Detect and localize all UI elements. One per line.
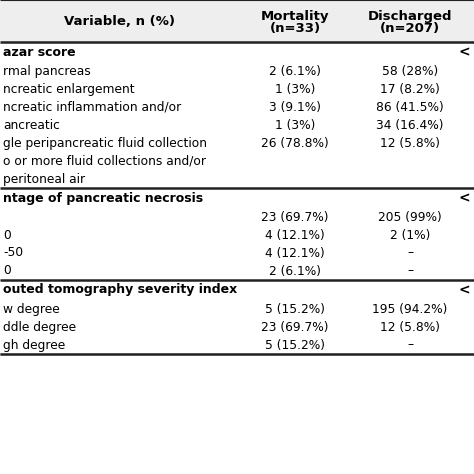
Text: rmal pancreas: rmal pancreas <box>3 64 91 78</box>
Text: ancreatic: ancreatic <box>3 118 60 131</box>
Text: <: < <box>458 45 470 59</box>
Text: Variable, n (%): Variable, n (%) <box>64 15 175 27</box>
Text: 205 (99%): 205 (99%) <box>378 210 442 224</box>
Text: 3 (9.1%): 3 (9.1%) <box>269 100 321 113</box>
Text: o or more fluid collections and/or: o or more fluid collections and/or <box>3 155 206 167</box>
Text: ncreatic inflammation and/or: ncreatic inflammation and/or <box>3 100 181 113</box>
Text: 2 (6.1%): 2 (6.1%) <box>269 264 321 277</box>
Text: 0: 0 <box>3 228 11 241</box>
Text: azar score: azar score <box>3 46 76 58</box>
Text: 23 (69.7%): 23 (69.7%) <box>261 210 329 224</box>
Text: 12 (5.8%): 12 (5.8%) <box>380 137 440 149</box>
Text: 1 (3%): 1 (3%) <box>275 118 315 131</box>
Text: 1 (3%): 1 (3%) <box>275 82 315 95</box>
Text: 4 (12.1%): 4 (12.1%) <box>265 228 325 241</box>
Text: <: < <box>458 191 470 205</box>
Text: 12 (5.8%): 12 (5.8%) <box>380 320 440 334</box>
Text: 2 (6.1%): 2 (6.1%) <box>269 64 321 78</box>
Text: (n=207): (n=207) <box>380 21 440 35</box>
Text: 17 (8.2%): 17 (8.2%) <box>380 82 440 95</box>
Text: gle peripancreatic fluid collection: gle peripancreatic fluid collection <box>3 137 207 149</box>
Text: 5 (15.2%): 5 (15.2%) <box>265 302 325 316</box>
Text: 2 (1%): 2 (1%) <box>390 228 430 241</box>
Text: w degree: w degree <box>3 302 60 316</box>
Text: gh degree: gh degree <box>3 338 65 352</box>
Text: Mortality: Mortality <box>261 9 329 22</box>
Text: outed tomography severity index: outed tomography severity index <box>3 283 237 297</box>
Text: 0: 0 <box>3 264 11 277</box>
Text: –: – <box>407 338 413 352</box>
Text: (n=33): (n=33) <box>269 21 320 35</box>
Text: 4 (12.1%): 4 (12.1%) <box>265 246 325 259</box>
Text: –: – <box>407 264 413 277</box>
Text: 195 (94.2%): 195 (94.2%) <box>372 302 447 316</box>
Text: ncreatic enlargement: ncreatic enlargement <box>3 82 135 95</box>
Text: <: < <box>458 283 470 297</box>
Text: 86 (41.5%): 86 (41.5%) <box>376 100 444 113</box>
Bar <box>0 0 474 42</box>
Text: ddle degree: ddle degree <box>3 320 76 334</box>
Text: 58 (28%): 58 (28%) <box>382 64 438 78</box>
Text: 34 (16.4%): 34 (16.4%) <box>376 118 444 131</box>
Text: Discharged: Discharged <box>368 9 452 22</box>
Text: peritoneal air: peritoneal air <box>3 173 85 185</box>
Text: 5 (15.2%): 5 (15.2%) <box>265 338 325 352</box>
Text: -50: -50 <box>3 246 23 259</box>
Text: 26 (78.8%): 26 (78.8%) <box>261 137 329 149</box>
Text: –: – <box>407 246 413 259</box>
Text: 23 (69.7%): 23 (69.7%) <box>261 320 329 334</box>
Text: ntage of pancreatic necrosis: ntage of pancreatic necrosis <box>3 191 203 204</box>
